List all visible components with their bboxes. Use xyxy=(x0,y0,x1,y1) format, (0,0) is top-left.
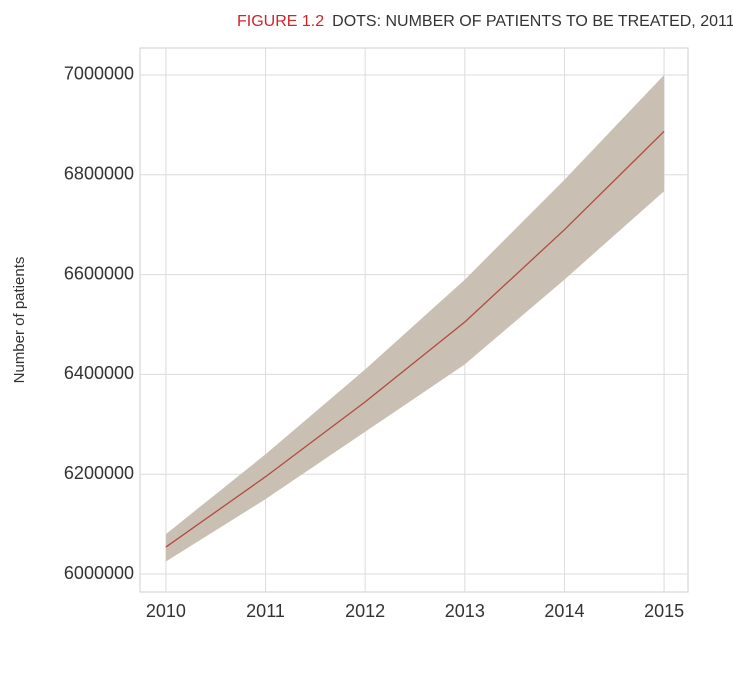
x-tick-label: 2011 xyxy=(246,601,285,621)
y-tick-label: 6000000 xyxy=(64,563,134,583)
x-tick-label: 2013 xyxy=(445,601,485,621)
y-tick-label: 6800000 xyxy=(64,164,134,184)
x-tick-label: 2015 xyxy=(644,601,684,621)
y-tick-label: 6600000 xyxy=(64,263,134,283)
x-tick-label: 2010 xyxy=(146,601,186,621)
y-tick-label: 6200000 xyxy=(64,463,134,483)
y-tick-label: 6400000 xyxy=(64,363,134,383)
title: DOTS: NUMBER OF PATIENTS TO BE TREATED, … xyxy=(332,13,733,30)
confidence-band xyxy=(165,74,665,562)
chart-title: FIGURE 1.2 DOTS: NUMBER OF PATIENTS TO BE… xyxy=(237,12,733,31)
y-tick-label: 7000000 xyxy=(64,64,134,84)
figure-label: FIGURE 1.2 xyxy=(237,13,324,30)
x-tick-label: 2012 xyxy=(345,601,385,621)
line xyxy=(165,130,665,548)
y-axis-label: Number of patients xyxy=(11,257,28,384)
x-tick-label: 2014 xyxy=(544,601,584,621)
